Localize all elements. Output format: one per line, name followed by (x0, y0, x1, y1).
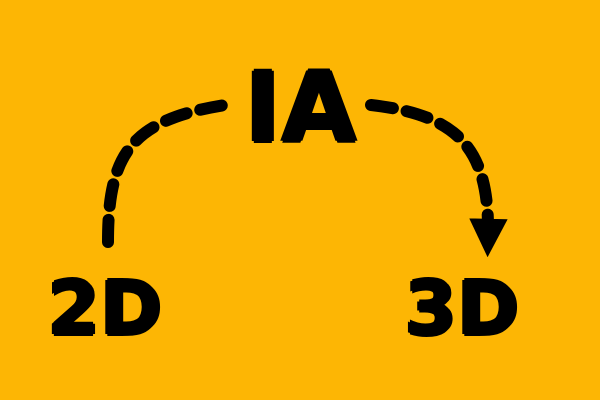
connector-2d-to-ia (102, 99, 231, 248)
connector-ia-to-3d (365, 99, 508, 258)
node-ia: IA (244, 52, 357, 164)
node-2d: 2D (48, 266, 163, 352)
node-3d: 3D (405, 266, 520, 352)
